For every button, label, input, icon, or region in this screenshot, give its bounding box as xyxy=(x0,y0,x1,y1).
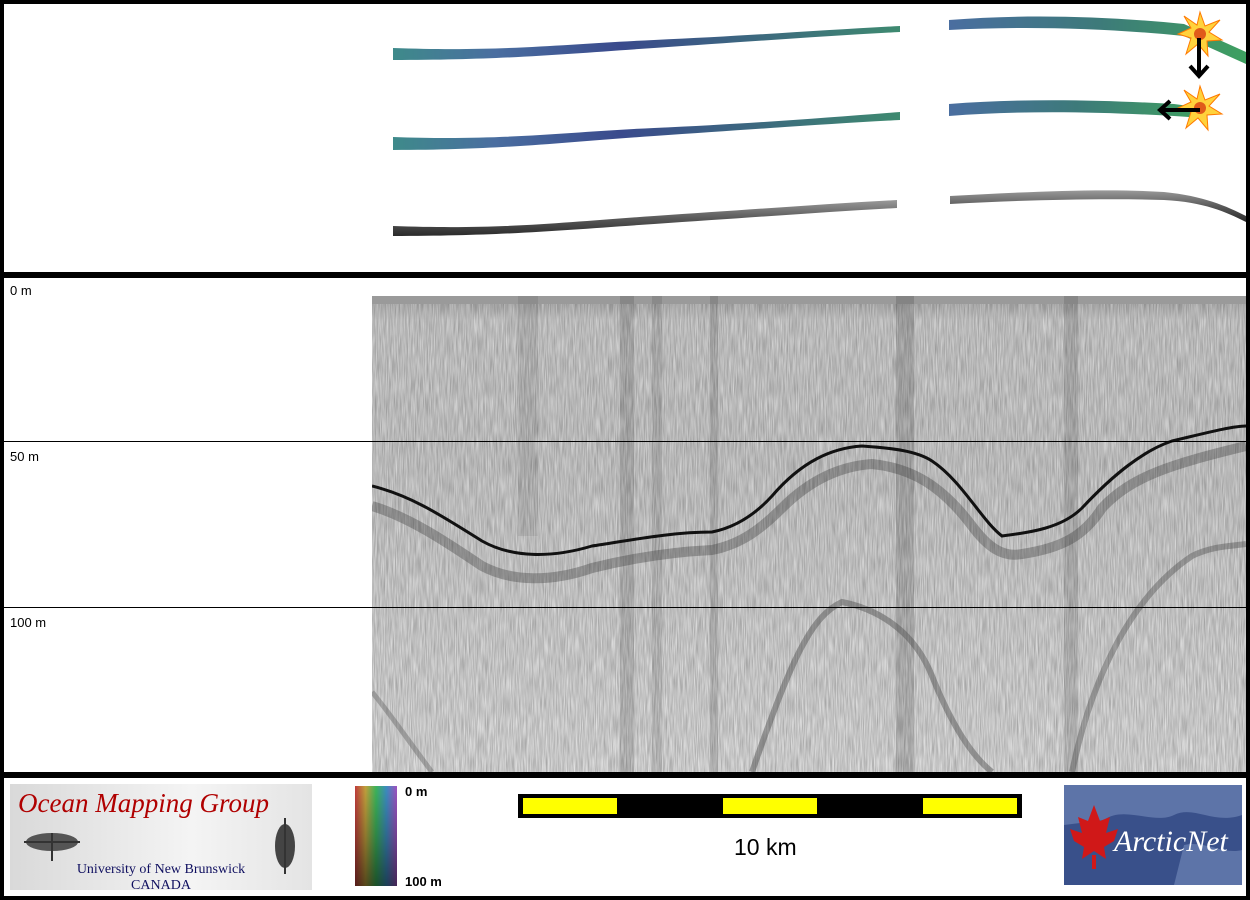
backscatter-strip xyxy=(950,190,1246,222)
swath-strip xyxy=(393,112,900,150)
logo-country: CANADA xyxy=(131,878,191,893)
subsurface-reflector xyxy=(749,598,994,772)
swath-strips xyxy=(393,10,1246,236)
colorbar-top-label: 0 m xyxy=(405,784,428,799)
swath-strip xyxy=(949,16,1246,64)
scale-bar xyxy=(518,794,1022,818)
depth-label-100: 100 m xyxy=(10,615,47,630)
down-arrow-icon xyxy=(1188,38,1210,79)
subsurface-reflector xyxy=(372,690,434,772)
scale-bar-label: 10 km xyxy=(734,834,797,860)
seafloor-reflector xyxy=(372,424,1246,556)
subsurface-reflector xyxy=(1069,541,1246,772)
sonar-instrument-icon xyxy=(24,818,295,874)
depth-label-0: 0 m xyxy=(10,283,32,298)
left-arrow-icon xyxy=(1157,99,1200,121)
swath-strip xyxy=(393,26,900,60)
swath-overview-panel xyxy=(4,4,1246,272)
ocean-mapping-group-logo: Ocean Mapping Group University of New Br… xyxy=(10,784,312,893)
maple-leaf-icon xyxy=(1064,785,1242,885)
swath-strip xyxy=(949,100,1204,118)
echogram-image xyxy=(372,296,1246,772)
arcticnet-logo: ArcticNet xyxy=(1064,785,1242,885)
seafloor-reflector-echo xyxy=(372,441,1246,584)
subbottom-profile-panel: 0 m 50 m 100 m xyxy=(4,278,1246,772)
arcticnet-logo-text: ArcticNet xyxy=(1114,825,1228,858)
depth-colorbar xyxy=(355,786,397,886)
logo-university: University of New Brunswick xyxy=(76,862,246,877)
colorbar-bottom-label: 100 m xyxy=(405,874,442,889)
scale-bar-segment xyxy=(923,798,1017,814)
depth-gridline-100 xyxy=(4,607,1246,608)
legend-panel: Ocean Mapping Group University of New Br… xyxy=(4,778,1246,896)
backscatter-strip xyxy=(393,200,897,236)
noise-bands xyxy=(518,296,1078,772)
depth-label-50: 50 m xyxy=(10,449,39,464)
scale-bar-segment xyxy=(523,798,617,814)
logo-title: Ocean Mapping Group xyxy=(18,788,269,818)
scale-bar-segment xyxy=(723,798,817,814)
depth-gridline-50 xyxy=(4,441,1246,442)
